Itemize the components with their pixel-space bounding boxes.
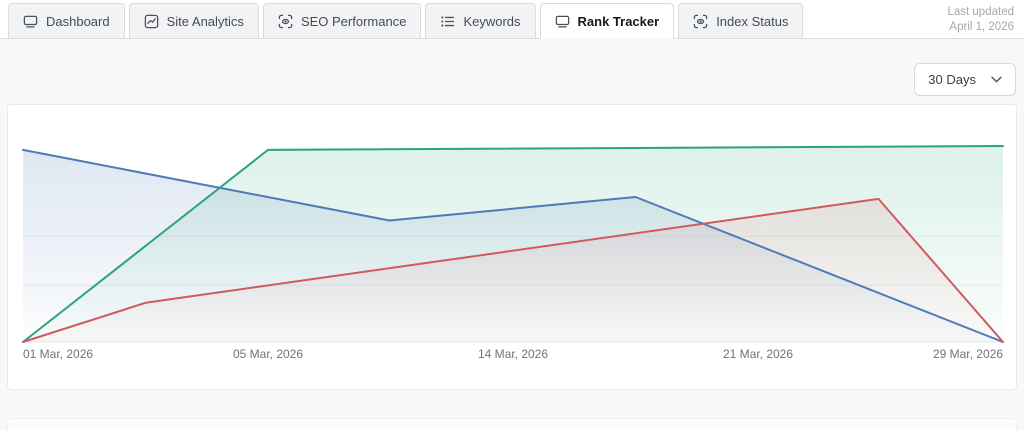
- rank-tracker-chart: 01 Mar, 2026 05 Mar, 2026 14 Mar, 2026 21 M…: [8, 105, 1016, 389]
- x-tick-label: 01 Mar, 2026: [23, 347, 94, 361]
- last-updated: Last updated April 1, 2026: [947, 5, 1014, 35]
- series-red-line: [22, 197, 1004, 343]
- tab-keywords[interactable]: Keywords: [425, 3, 536, 39]
- tab-label: SEO Performance: [300, 13, 407, 29]
- tab-index-status[interactable]: Index Status: [678, 3, 804, 39]
- tab-rank-tracker[interactable]: Rank Tracker: [539, 3, 675, 39]
- tab-list: Dashboard Site Analytics SEO Performance Ke…: [8, 3, 804, 39]
- monitor-icon: [555, 14, 570, 29]
- tab-dashboard[interactable]: Dashboard: [8, 3, 125, 39]
- list-icon: [440, 14, 455, 29]
- range-dropdown-value: 30 Days: [928, 72, 976, 87]
- x-tick-label: 21 Mar, 2026: [722, 347, 794, 361]
- scan-eye-icon: [278, 14, 293, 29]
- tab-seo-performance[interactable]: SEO Performance: [262, 3, 422, 39]
- tab-label: Index Status: [716, 13, 789, 29]
- last-updated-label: Last updated: [947, 6, 1014, 18]
- chart-card: 01 Mar, 2026 05 Mar, 2026 14 Mar, 2026 21 M…: [7, 104, 1017, 390]
- x-tick-label: 29 Mar, 2026: [932, 347, 1003, 361]
- tab-label: Site Analytics: [166, 13, 244, 29]
- x-tick-label: 14 Mar, 2026: [477, 347, 549, 361]
- chart-icon: [144, 14, 159, 29]
- tab-label: Keywords: [463, 13, 521, 29]
- scan-eye-icon: [693, 14, 708, 29]
- range-dropdown[interactable]: 30 Days: [914, 63, 1016, 96]
- tab-label: Dashboard: [46, 13, 110, 29]
- tab-label: Rank Tracker: [577, 13, 660, 29]
- last-updated-date: April 1, 2026: [949, 21, 1014, 33]
- chevron-down-icon: [991, 76, 1002, 83]
- monitor-icon: [23, 14, 38, 29]
- tab-site-analytics[interactable]: Site Analytics: [128, 3, 259, 39]
- next-section-card: [7, 418, 1017, 430]
- x-axis: 01 Mar, 2026 05 Mar, 2026 14 Mar, 2026 21 M…: [8, 347, 1016, 367]
- series-blue-line: [22, 148, 1004, 343]
- series-green-line: [22, 145, 1004, 343]
- x-tick-label: 05 Mar, 2026: [232, 347, 304, 361]
- series-red-area: [23, 198, 1003, 342]
- tab-bar: Dashboard Site Analytics SEO Performance Ke…: [0, 0, 1024, 39]
